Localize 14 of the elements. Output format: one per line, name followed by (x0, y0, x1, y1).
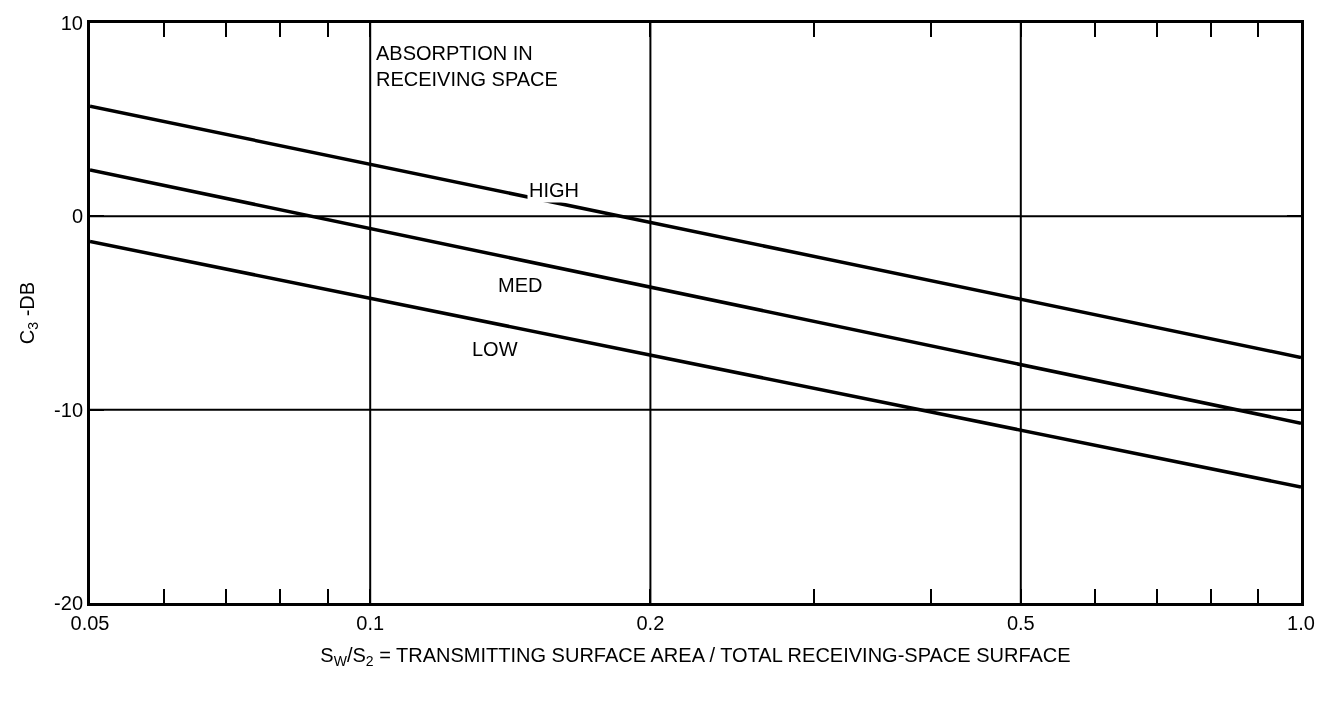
x-tick-label: 0.1 (356, 612, 385, 634)
series-label: MED (498, 274, 543, 296)
x-tick-label: 1.0 (1287, 612, 1315, 634)
y-tick-label: -10 (54, 398, 83, 421)
x-tick-label: 0.5 (1006, 612, 1035, 634)
annotation: ABSORPTION IN RECEIVING SPACE (376, 42, 558, 90)
x-tick-label: 0.05 (70, 612, 110, 634)
x-axis-title: S$_{W}$/S$_{2}$ = TRANSMITTING SURFACE AREA / TOTAL RECEIVING-SPACE SURFACE (320, 643, 1071, 669)
series-label: LOW (472, 338, 518, 360)
y-tick-label: -20 (54, 592, 83, 614)
y-tick-label: 10 (60, 12, 83, 34)
series-label: HIGH (529, 179, 579, 201)
x-tick-label: 0.2 (636, 612, 665, 634)
y-tick-label: 0 (71, 205, 83, 228)
